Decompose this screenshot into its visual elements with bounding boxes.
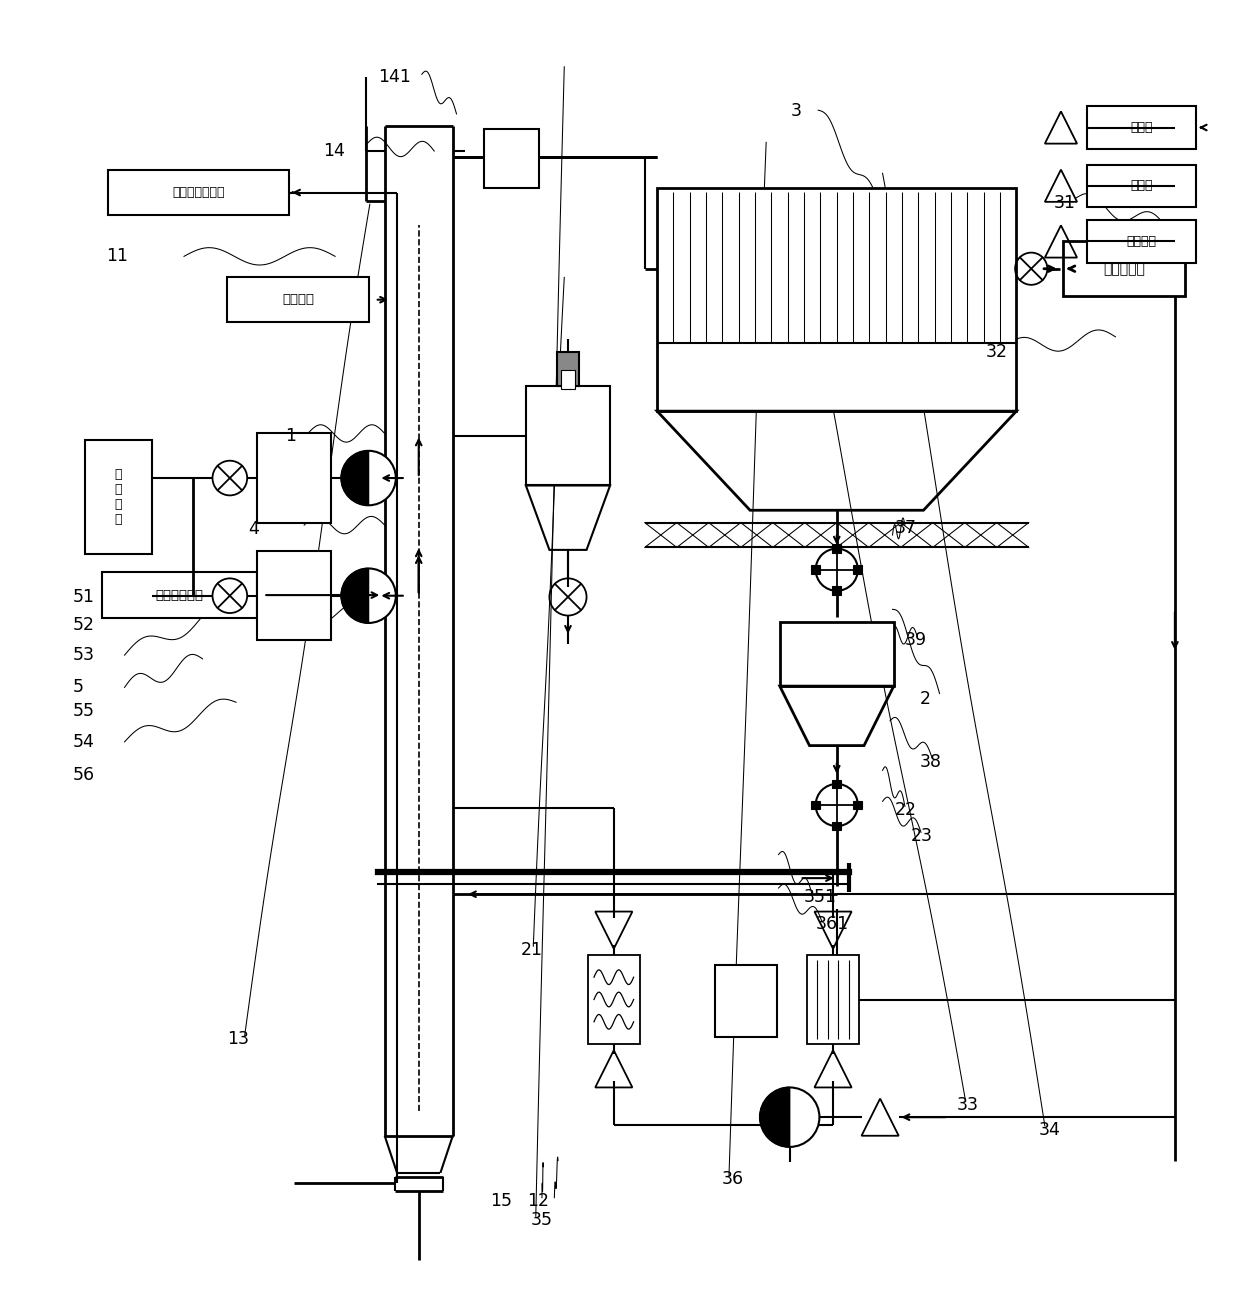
Circle shape [816, 784, 858, 826]
Bar [811, 565, 820, 574]
Bar [484, 129, 539, 189]
Text: 39: 39 [905, 631, 928, 649]
Text: 22: 22 [895, 800, 916, 818]
Text: 36: 36 [722, 1170, 744, 1188]
Text: 1: 1 [285, 427, 296, 445]
Bar [657, 189, 1017, 411]
Circle shape [816, 548, 858, 591]
Bar [257, 433, 331, 522]
Text: 锅炉烟气: 锅炉烟气 [281, 294, 314, 306]
Text: 32: 32 [986, 343, 1007, 361]
Bar [780, 622, 894, 687]
Text: 38: 38 [920, 753, 941, 771]
Bar [811, 800, 820, 809]
Text: 工
业
用
水: 工 业 用 水 [114, 468, 122, 526]
Text: 23: 23 [911, 828, 932, 846]
Circle shape [760, 1087, 820, 1147]
Bar [1087, 106, 1195, 149]
Text: 54: 54 [72, 733, 94, 751]
Circle shape [341, 569, 396, 623]
Text: 52: 52 [72, 617, 94, 635]
Text: 361: 361 [816, 915, 849, 934]
Bar [1064, 242, 1184, 296]
Text: 13: 13 [227, 1031, 249, 1049]
Text: 55: 55 [72, 702, 94, 720]
Text: 11: 11 [105, 247, 128, 265]
Bar [807, 956, 859, 1043]
Bar [526, 387, 610, 485]
Text: 15: 15 [490, 1192, 512, 1210]
Bar [588, 956, 640, 1043]
Bar [715, 965, 777, 1037]
Text: 56: 56 [72, 767, 94, 785]
Text: 31: 31 [1054, 194, 1075, 212]
Bar [832, 587, 841, 595]
Polygon shape [760, 1087, 790, 1147]
Text: 53: 53 [72, 646, 94, 665]
Text: 蒸　汽: 蒸 汽 [1130, 180, 1153, 193]
Text: 氧化剂进入端: 氧化剂进入端 [156, 588, 203, 601]
Text: 51: 51 [72, 588, 94, 606]
Bar [832, 544, 841, 553]
Text: 14: 14 [322, 142, 345, 160]
Polygon shape [341, 451, 368, 506]
Text: 3: 3 [791, 102, 802, 120]
Text: 4: 4 [248, 520, 259, 538]
Bar [560, 370, 575, 389]
Text: 33: 33 [957, 1095, 978, 1113]
Text: 21: 21 [521, 941, 543, 959]
Text: 烟气引风机: 烟气引风机 [1104, 261, 1145, 275]
Text: 141: 141 [378, 67, 412, 85]
Polygon shape [341, 569, 368, 623]
Text: 出冷凝水: 出冷凝水 [1126, 235, 1157, 248]
Bar [227, 278, 368, 322]
Bar [257, 551, 331, 640]
Bar [84, 440, 151, 553]
Bar [853, 565, 862, 574]
Text: 35: 35 [531, 1212, 553, 1228]
Text: 塔底灰渣排灰场: 塔底灰渣排灰场 [172, 186, 226, 199]
Circle shape [341, 451, 396, 506]
Bar [853, 800, 862, 809]
Bar [557, 352, 579, 387]
Bar [1087, 220, 1195, 262]
Bar [832, 822, 841, 830]
Text: 351: 351 [804, 888, 836, 905]
Bar [108, 169, 289, 216]
Text: 5: 5 [72, 679, 83, 697]
Text: 12: 12 [527, 1192, 549, 1210]
Text: 37: 37 [895, 518, 916, 537]
Bar [102, 573, 257, 618]
Bar [1087, 164, 1195, 207]
Bar [832, 780, 841, 789]
Text: 2: 2 [920, 689, 931, 707]
Text: 34: 34 [1039, 1121, 1060, 1139]
Text: 空　气: 空 气 [1130, 122, 1153, 134]
